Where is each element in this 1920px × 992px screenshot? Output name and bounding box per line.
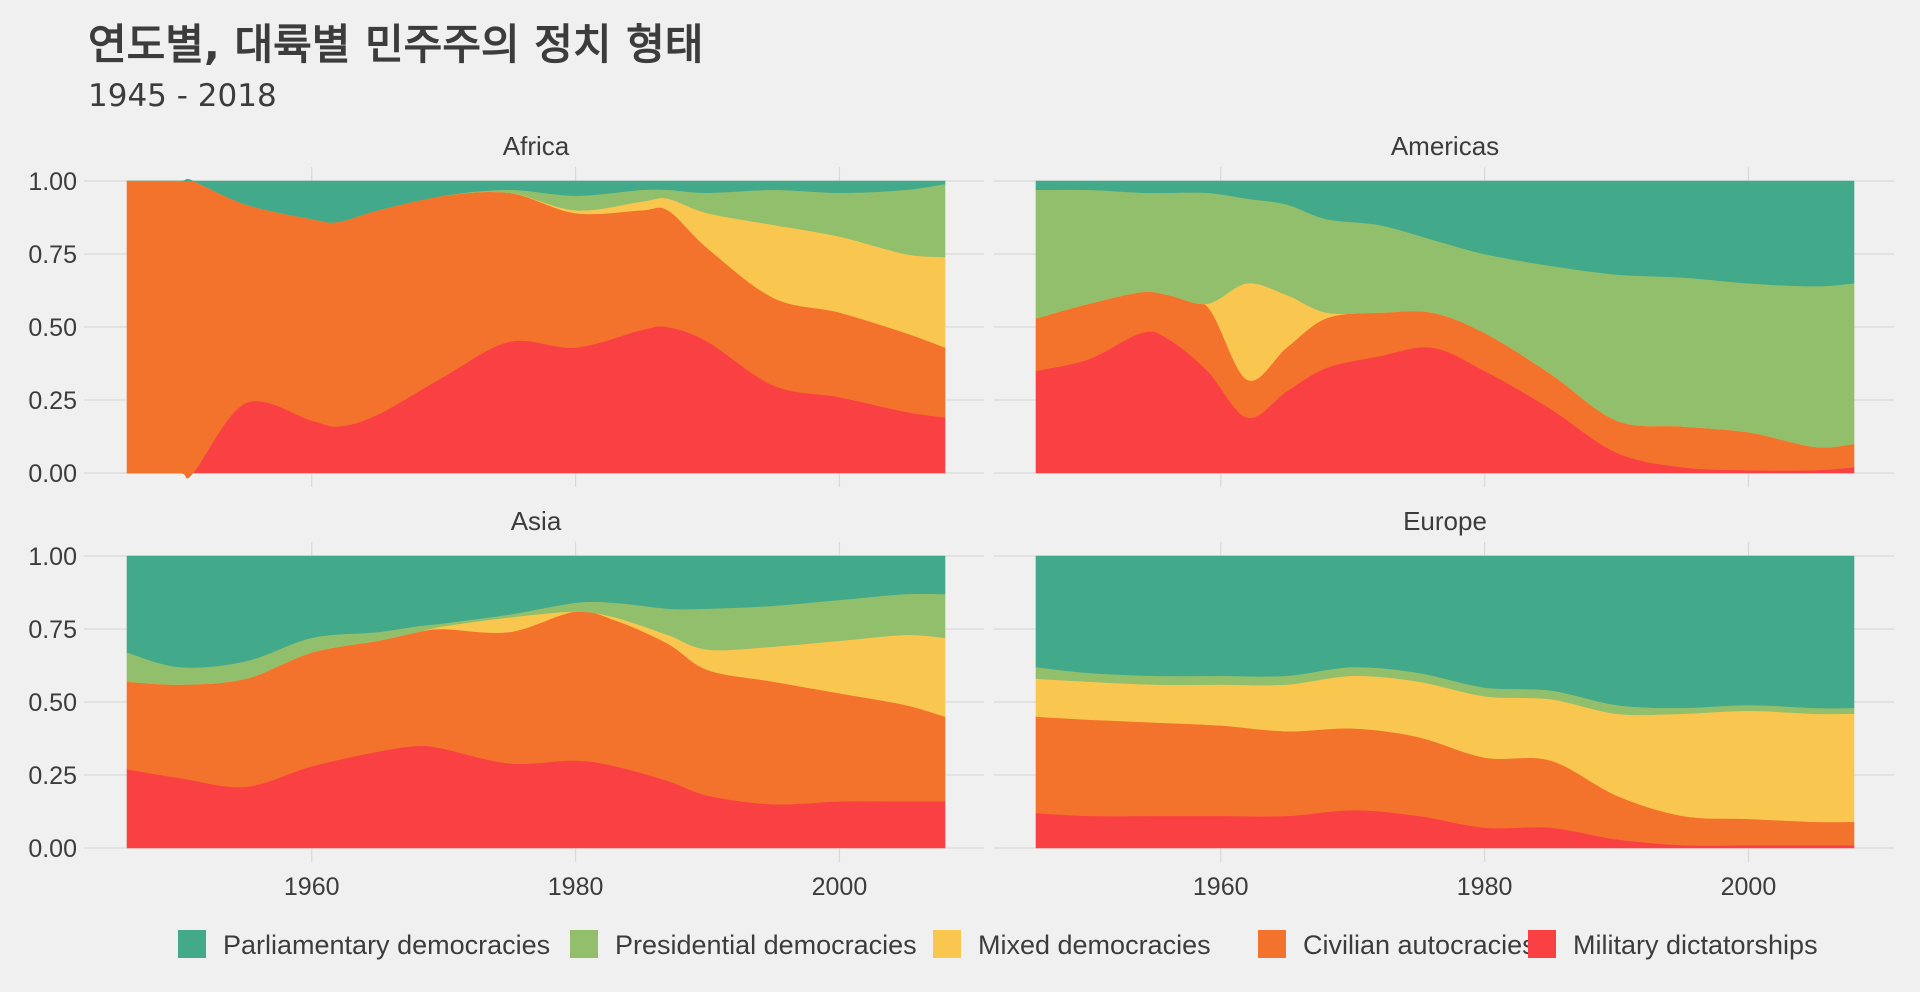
panel-asia: Asia 0.00 0.25 0.50 0.75 1.00 1960 1980 2000: [28, 506, 984, 901]
legend-item-parliamentary-democracies: Parliamentary democracies: [178, 930, 550, 960]
x-tick-label: 2000: [812, 873, 868, 901]
legend-key: [1528, 930, 1556, 958]
y-tick-label: 0.50: [28, 314, 77, 342]
area-parliamentary-democracies: [1035, 555, 1855, 709]
x-tick-label: 1980: [548, 873, 604, 901]
legend-label: Parliamentary democracies: [223, 930, 550, 960]
y-tick-label: 0.75: [28, 616, 77, 644]
area-parliamentary-democracies: [126, 555, 946, 668]
y-tick-label: 0.25: [28, 387, 77, 415]
y-tick-label: 0.50: [28, 689, 77, 717]
panel-europe: Europe 1960 1980 2000: [994, 506, 1894, 901]
panel-africa: Africa 0.00 0.25 0.50 0.75 1.00: [28, 131, 984, 488]
legend-item-mixed-democracies: Mixed democracies: [933, 930, 1211, 960]
panel-americas: Americas: [994, 131, 1894, 487]
legend-label: Mixed democracies: [978, 930, 1211, 960]
area-parliamentary-democracies: [126, 178, 946, 223]
area-parliamentary-democracies: [1035, 180, 1855, 287]
legend-item-military-dictatorships: Military dictatorships: [1528, 930, 1818, 960]
y-tick-label: 0.00: [28, 835, 77, 863]
x-tick-label: 1980: [1457, 873, 1513, 901]
legend: Parliamentary democracies Presidential de…: [178, 930, 1818, 960]
legend-label: Presidential democracies: [615, 930, 917, 960]
x-tick-label: 2000: [1721, 873, 1777, 901]
facet-panels: Africa 0.00 0.25 0.50 0.75 1.00 Americas Asia 0.…: [28, 131, 1894, 901]
legend-item-presidential-democracies: Presidential democracies: [570, 930, 917, 960]
facet-label: Asia: [511, 506, 562, 536]
facet-label: Africa: [503, 131, 570, 161]
x-tick-label: 1960: [1193, 873, 1249, 901]
facet-label: Europe: [1403, 506, 1487, 536]
legend-key: [933, 930, 961, 958]
facet-label: Americas: [1391, 131, 1499, 161]
y-tick-label: 0.75: [28, 241, 77, 269]
chart-title: 연도별, 대륙별 민주주의 정치 형태: [88, 20, 703, 69]
x-tick-label: 1960: [284, 873, 340, 901]
y-tick-label: 0.00: [28, 460, 77, 488]
legend-label: Civilian autocracies: [1303, 930, 1536, 960]
y-tick-label: 1.00: [28, 543, 77, 571]
legend-item-civilian-autocracies: Civilian autocracies: [1258, 930, 1536, 960]
legend-key: [1258, 930, 1286, 958]
legend-key: [178, 930, 206, 958]
y-tick-label: 1.00: [28, 168, 77, 196]
legend-label: Military dictatorships: [1573, 930, 1818, 960]
y-tick-label: 0.25: [28, 762, 77, 790]
legend-key: [570, 930, 598, 958]
chart-subtitle: 1945 - 2018: [88, 78, 277, 114]
